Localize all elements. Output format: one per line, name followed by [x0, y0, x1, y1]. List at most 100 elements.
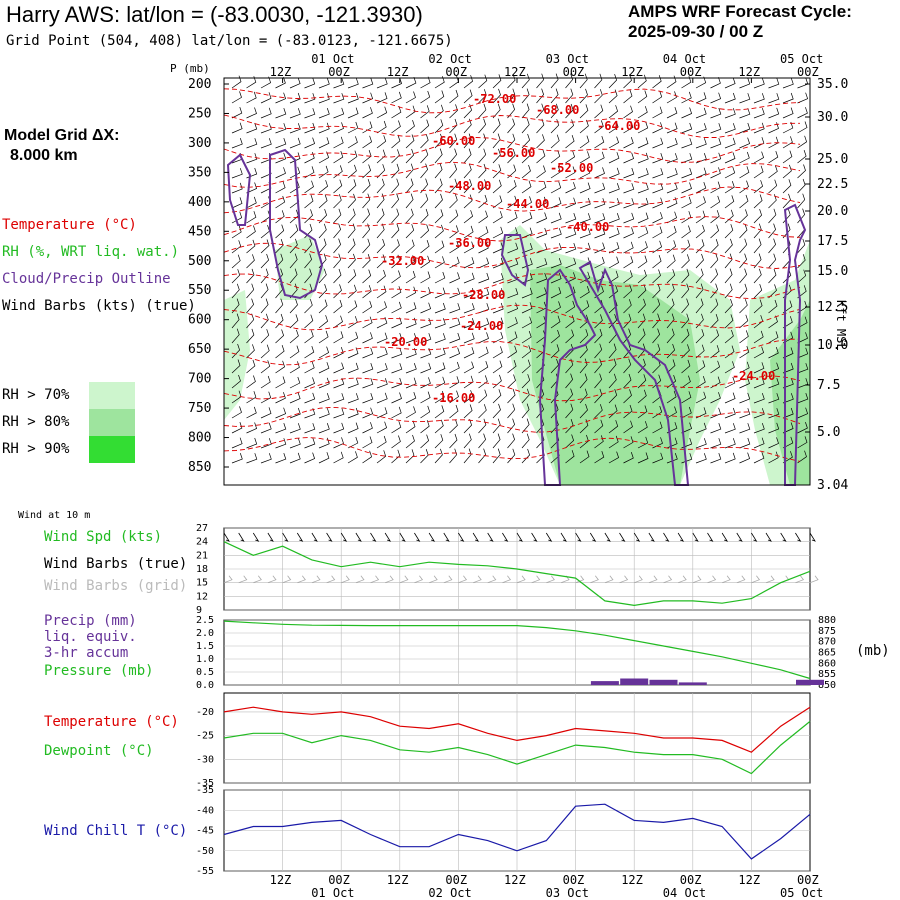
wind-barb [478, 89, 487, 104]
pressure-right-tick-label: 855 [818, 669, 836, 680]
wind-barb [768, 422, 780, 434]
wind-barb [521, 164, 531, 179]
wind-barb [231, 182, 243, 194]
temperature-contour [223, 304, 801, 331]
wind-barb [333, 150, 344, 164]
temperature-contour [223, 338, 801, 366]
wind-barb [420, 105, 430, 119]
wind-barb [797, 316, 808, 329]
wind-barb [463, 133, 472, 149]
wind-barb [478, 163, 487, 179]
wind-barb [449, 433, 458, 449]
wind-barb [623, 212, 635, 224]
wind-barb [724, 407, 736, 419]
grid-wind-barb [370, 575, 380, 584]
wind-barb [550, 103, 559, 119]
wind-barb [724, 361, 735, 374]
wind-barb [623, 152, 635, 164]
surface-wind-barb [238, 532, 245, 542]
dewpoint-line [223, 720, 811, 775]
wind-barb [753, 392, 765, 404]
wind-barb [695, 422, 707, 434]
wind-barb [681, 153, 693, 164]
wind-barb [333, 315, 343, 329]
wind-barb [565, 418, 574, 434]
surface-wind-barb [707, 532, 714, 542]
wind-barb [739, 209, 748, 224]
wind-barb [231, 437, 243, 449]
wind-barb [362, 347, 374, 359]
wind-barb [318, 422, 330, 434]
wind-barb [318, 151, 330, 164]
wind-barb [666, 406, 677, 419]
wind-barb [391, 163, 400, 179]
wind-barb [275, 92, 287, 104]
legend-wind-barbs: Wind Barbs (kts) (true) [2, 298, 196, 314]
wind-chill-series-label: Wind Chill T (°C) [44, 823, 188, 839]
wind-barb [550, 197, 562, 209]
wind-barb [362, 407, 374, 419]
wind-barb [260, 76, 272, 89]
wind-barb [550, 228, 562, 239]
wind-barb [304, 452, 316, 464]
wind-barb [608, 73, 617, 89]
wind-barb [536, 272, 548, 284]
wind-barb [246, 138, 258, 149]
wind-barb [376, 135, 387, 149]
dewpoint-series-label: Dewpoint (°C) [44, 743, 154, 759]
surface-wind-barb [736, 532, 743, 542]
wind-barb [275, 329, 285, 344]
wind-barb [434, 333, 446, 344]
wind-barb [724, 137, 736, 149]
pressure-tick-label: 700 [188, 372, 211, 387]
wind-barb [333, 284, 342, 299]
top-hour-label: 00Z [797, 65, 819, 79]
wind-barb [681, 225, 691, 239]
wind-barb [666, 452, 678, 464]
wind-barb [579, 182, 591, 194]
wind-barb [405, 134, 415, 149]
grid-wind-barb [721, 575, 731, 584]
wind-barb [333, 78, 345, 89]
wind-barb [782, 107, 794, 119]
wind-barb [579, 403, 588, 419]
wind-barb [507, 103, 515, 119]
wind-barb [362, 316, 373, 329]
wind-barb [608, 152, 620, 164]
wind-barb [260, 422, 272, 434]
wind-barb [637, 74, 647, 89]
wind-barb [362, 135, 373, 149]
wind-barb [797, 450, 807, 464]
wind-barb [710, 345, 720, 359]
wind-barb [594, 242, 606, 254]
wind-barb [739, 137, 751, 149]
wind-barb [231, 240, 242, 254]
precip-accum-label: 3-hr accum [44, 645, 129, 661]
wind-barb [768, 437, 779, 449]
wind-barb [724, 195, 735, 209]
wind-barb [565, 182, 576, 194]
wind-barb [579, 73, 588, 89]
wind-barb [768, 451, 779, 464]
temperature-contour [223, 273, 801, 300]
wind-barb [260, 375, 271, 389]
wind-barb [289, 166, 301, 179]
wind-tick-label: 27 [196, 523, 208, 534]
wind-barb [652, 298, 661, 314]
wind-barb [347, 121, 359, 134]
wind-barb [478, 389, 488, 404]
wind-barb [579, 119, 589, 134]
wind-barb [550, 344, 560, 359]
wind-barb [768, 315, 778, 329]
wind-barb [231, 343, 240, 359]
wind-barb [710, 92, 722, 104]
wind-barb [449, 376, 460, 389]
wind-barb [318, 377, 330, 389]
wind-barb [275, 224, 285, 239]
wind-barb [246, 375, 256, 389]
temperature-tick-label: -35 [196, 778, 214, 789]
wind-barb [420, 133, 429, 149]
precip-bar [796, 679, 824, 685]
wind-barb [797, 92, 809, 104]
